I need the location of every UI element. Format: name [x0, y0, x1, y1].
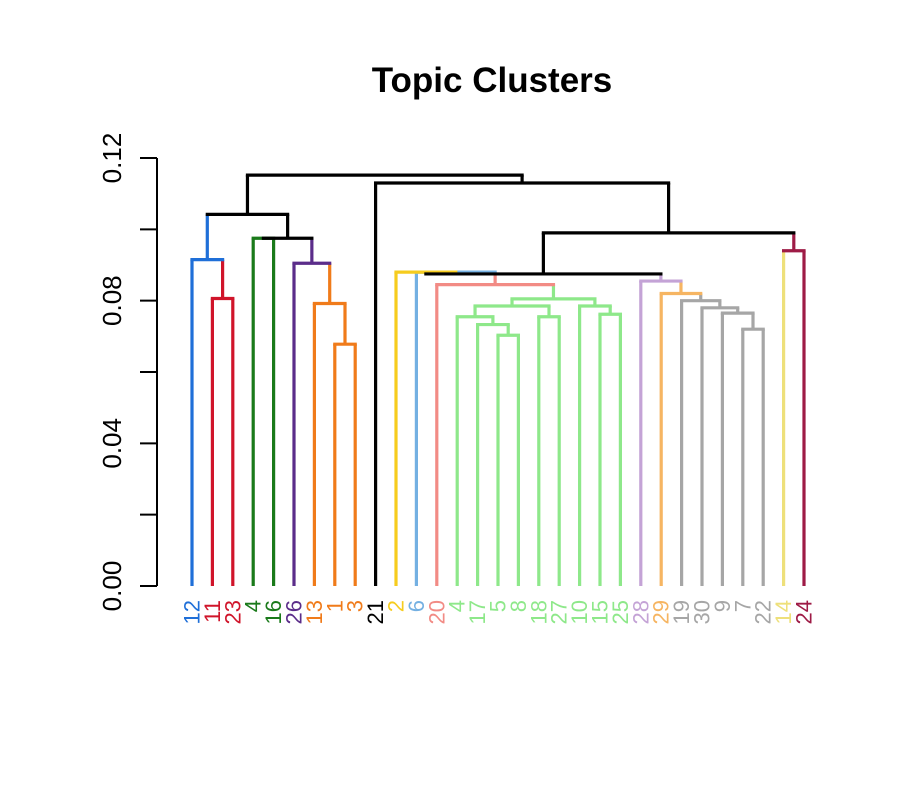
leaf-label: 28 [628, 600, 653, 624]
dendrogram-branches [190, 173, 806, 586]
leaf-label: 23 [220, 600, 245, 624]
leaf-label: 1 [322, 600, 347, 612]
leaf-label: 14 [771, 600, 796, 624]
leaf-label: 5 [486, 600, 511, 612]
leaf-labels: 1211234162613132126204175818271015252829… [180, 600, 817, 624]
leaf-label: 12 [180, 600, 205, 624]
leaf-label: 8 [506, 600, 531, 612]
leaf-label: 13 [302, 600, 327, 624]
leaf-label: 4 [445, 600, 470, 612]
leaf-label: 20 [424, 600, 449, 624]
y-tick-label: 0.00 [97, 561, 127, 612]
leaf-label: 2 [384, 600, 409, 612]
leaf-label: 21 [363, 600, 388, 624]
y-axis: 0.00 0.04 0.08 0.12 [97, 133, 158, 612]
leaf-label: 27 [547, 600, 572, 624]
y-tick-label: 0.12 [97, 133, 127, 184]
leaf-label: 17 [465, 600, 490, 624]
leaf-label: 26 [282, 600, 307, 624]
leaf-label: 19 [669, 600, 694, 624]
leaf-label: 25 [608, 600, 633, 624]
leaf-label: 10 [567, 600, 592, 624]
leaf-label: 9 [710, 600, 735, 612]
leaf-label: 18 [526, 600, 551, 624]
leaf-label: 4 [241, 600, 266, 612]
leaf-label: 15 [588, 600, 613, 624]
leaf-label: 24 [792, 600, 817, 624]
y-tick-label: 0.08 [97, 275, 127, 326]
leaf-label: 30 [690, 600, 715, 624]
leaf-label: 6 [404, 600, 429, 612]
y-tick-label: 0.04 [97, 418, 127, 469]
leaf-label: 7 [730, 600, 755, 612]
chart-title: Topic Clusters [372, 61, 613, 100]
leaf-label: 16 [261, 600, 286, 624]
leaf-label: 3 [343, 600, 368, 612]
leaf-label: 22 [751, 600, 776, 624]
leaf-label: 29 [649, 600, 674, 624]
leaf-label: 11 [200, 600, 225, 623]
